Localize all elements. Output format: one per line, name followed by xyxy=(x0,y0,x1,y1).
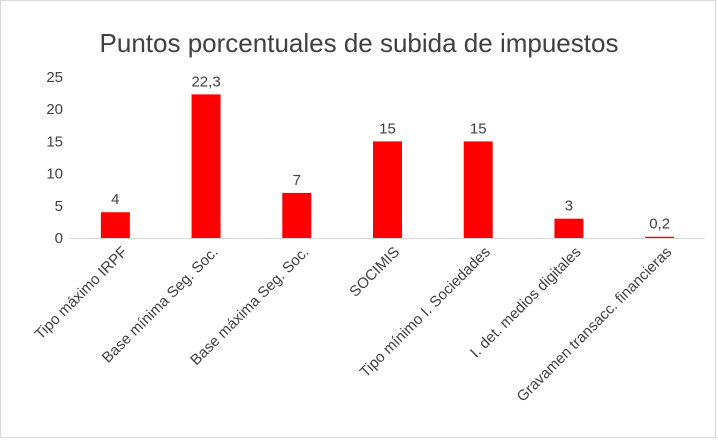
data-label: 3 xyxy=(565,198,573,215)
bar xyxy=(191,94,221,238)
bar xyxy=(645,236,675,238)
category-label: Tipo máximo IRPF xyxy=(32,244,131,343)
y-tick-label: 15 xyxy=(46,133,63,150)
y-tick-label: 5 xyxy=(55,198,63,215)
data-labels: 4 22,3 7 15 15 3 0,2 xyxy=(111,73,670,232)
chart-title: Puntos porcentuales de subida de impuest… xyxy=(99,28,619,58)
bar xyxy=(463,141,493,238)
data-label: 15 xyxy=(470,120,487,137)
bars xyxy=(100,94,675,238)
category-label: SOCIMIS xyxy=(346,244,403,301)
y-tick-label: 0 xyxy=(55,230,63,247)
bar xyxy=(373,141,402,238)
bar xyxy=(282,192,312,238)
data-label: 7 xyxy=(293,172,301,189)
bar xyxy=(100,212,130,238)
y-tick-label: 20 xyxy=(46,101,63,118)
bar xyxy=(554,218,584,238)
data-label: 22,3 xyxy=(191,73,220,90)
y-tick-label: 10 xyxy=(46,166,63,183)
y-tick-label: 25 xyxy=(46,69,63,86)
y-axis-ticks: 0 5 10 15 20 25 xyxy=(46,69,63,247)
data-label: 4 xyxy=(111,191,119,208)
data-label: 15 xyxy=(379,120,396,137)
category-label: Gravamen transacc. financieras xyxy=(514,244,676,406)
data-label: 0,2 xyxy=(649,216,670,233)
